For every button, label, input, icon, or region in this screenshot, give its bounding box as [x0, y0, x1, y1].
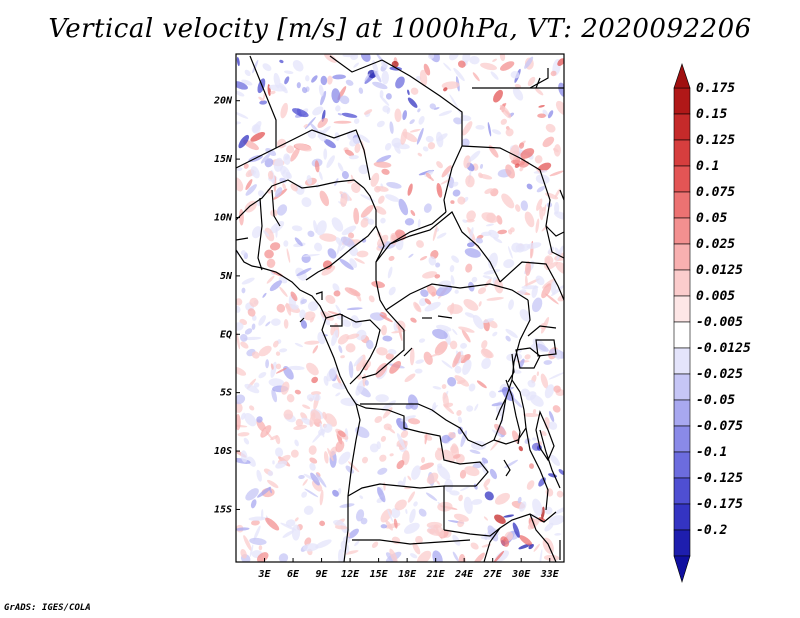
colorbar-label: -0.025	[696, 367, 743, 382]
colorbar-swatch	[673, 373, 691, 401]
lon-tick-label: 27E	[483, 569, 503, 580]
lon-tick-label: 33E	[540, 569, 560, 580]
lat-tick-label: 10N	[214, 212, 233, 223]
colorbar-label: -0.1	[696, 445, 727, 460]
colorbar-label: 0.05	[696, 211, 727, 226]
colorbar-swatch	[673, 139, 691, 167]
colorbar-swatch	[673, 425, 691, 453]
velocity-field	[236, 54, 564, 562]
colorbar-swatch	[673, 477, 691, 505]
colorbar-swatch	[673, 217, 691, 245]
colorbar-label: -0.075	[696, 419, 743, 434]
lat-tick-label: 15N	[214, 154, 233, 165]
colorbar-top-arrow	[673, 63, 691, 89]
lat-tick-label: 5S	[220, 388, 232, 399]
lon-tick-label: 6E	[287, 569, 300, 580]
lat-tick-label: 5N	[220, 271, 233, 282]
lon-tick-label: 21E	[426, 569, 446, 580]
colorbar-label: -0.005	[696, 315, 743, 330]
colorbar-swatch	[673, 87, 691, 115]
lat-tick-label: 10S	[214, 446, 232, 457]
colorbar-label: -0.175	[696, 497, 743, 512]
lon-tick-label: 9E	[316, 569, 329, 580]
colorbar-label: -0.125	[696, 471, 743, 486]
colorbar-swatch	[673, 165, 691, 193]
colorbar-label: -0.0125	[696, 341, 751, 356]
colorbar-swatch	[673, 113, 691, 141]
map-title: Vertical velocity [m/s] at 1000hPa, VT: …	[48, 14, 752, 44]
lat-tick-label: 15S	[214, 504, 232, 515]
colorbar-label: 0.15	[696, 107, 727, 122]
lat-tick-label: EQ	[220, 329, 232, 340]
colorbar-swatch	[673, 243, 691, 271]
colorbar-label: 0.075	[696, 185, 735, 200]
colorbar-label: 0.175	[696, 81, 735, 96]
colorbar-swatch	[673, 503, 691, 531]
colorbar-bottom-arrow	[673, 555, 691, 584]
country-borders	[236, 55, 564, 562]
colorbar-label: -0.2	[696, 523, 727, 538]
colorbar-label: -0.05	[696, 393, 735, 408]
lon-tick-label: 12E	[341, 569, 360, 580]
colorbar-label: 0.1	[696, 159, 719, 174]
colorbar-swatch	[673, 347, 691, 375]
axis-ticks: 3E 6E 9E 12E 15E 18E 21E 24E 27E 30E 33E 20N 15N 10N 5…	[213, 96, 560, 580]
map-frame	[235, 53, 565, 563]
footer-credit: GrADS: IGES/COLA	[4, 603, 91, 613]
lon-tick-label: 18E	[398, 569, 417, 580]
colorbar-label: 0.025	[696, 237, 735, 252]
lon-tick-label: 15E	[370, 569, 389, 580]
colorbar-label: 0.005	[696, 289, 735, 304]
colorbar-swatch	[673, 529, 691, 557]
colorbar-label: 0.0125	[696, 263, 743, 278]
colorbar: 0.175 0.15 0.125 0.1 0.075 0.05 0.025 0.0125 0.0…	[673, 63, 751, 584]
colorbar-swatch	[673, 269, 691, 297]
colorbar-swatch	[673, 399, 691, 427]
lon-tick-label: 30E	[511, 569, 531, 580]
colorbar-swatch	[673, 321, 691, 349]
colorbar-label: 0.125	[696, 133, 735, 148]
colorbar-swatch	[673, 295, 691, 323]
lon-tick-label: 3E	[257, 569, 271, 580]
colorbar-swatch	[673, 191, 691, 219]
lat-tick-label: 20N	[213, 96, 233, 107]
colorbar-swatch	[673, 451, 691, 479]
lon-tick-label: 24E	[454, 569, 474, 580]
